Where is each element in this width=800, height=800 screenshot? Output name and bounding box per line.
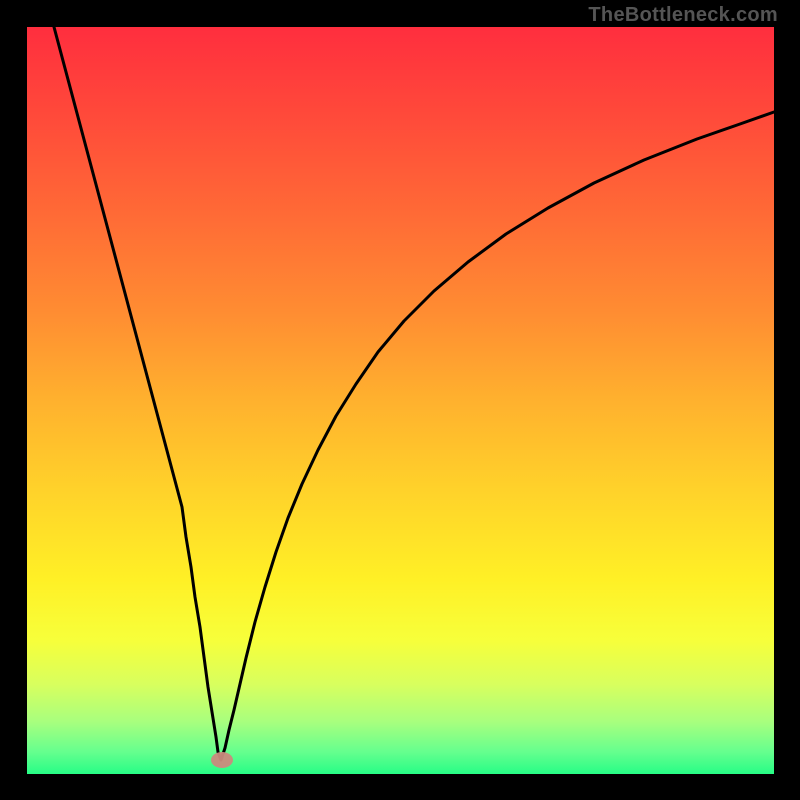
gradient-background (27, 27, 774, 774)
chart-frame: TheBottleneck.com (0, 0, 800, 800)
optimal-point-marker (211, 752, 233, 768)
bottleneck-chart (0, 0, 800, 800)
